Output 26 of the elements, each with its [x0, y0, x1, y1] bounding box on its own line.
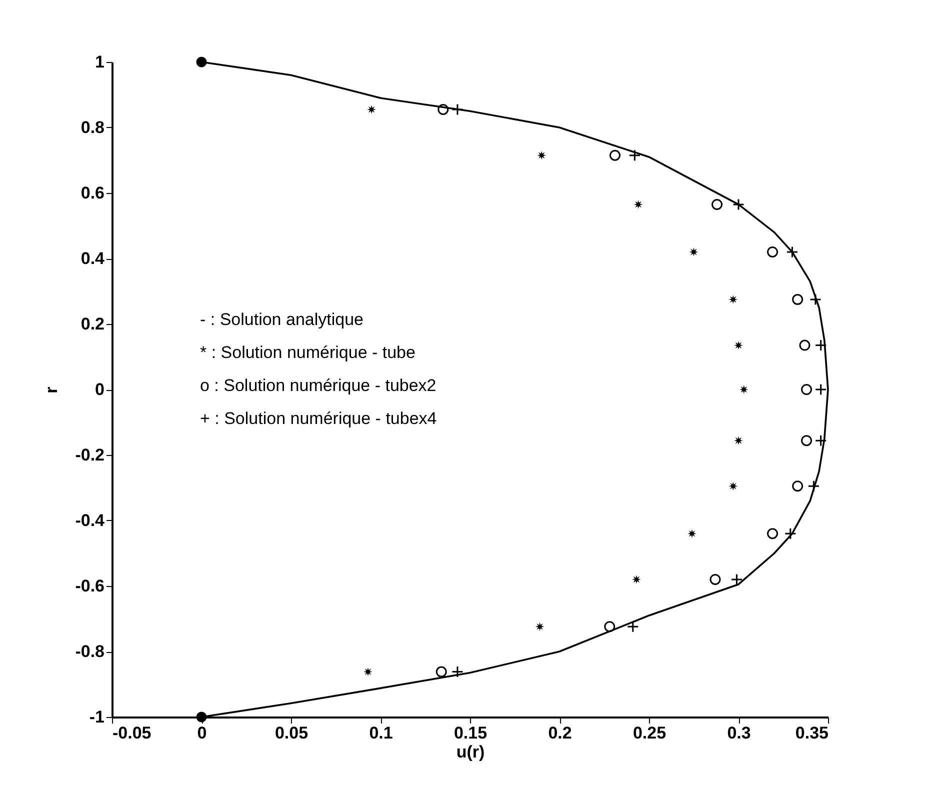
- x-tick-label: 0.05: [274, 724, 308, 742]
- x-tick-label: 0.15: [454, 724, 488, 742]
- x-tick-label: 0.35: [795, 724, 828, 742]
- annotation: * : Solution numérique - tube: [200, 343, 416, 362]
- y-tick-label: 0.4: [80, 249, 106, 268]
- y-tick-label: -1: [89, 708, 104, 726]
- y-tick-label: 0.8: [80, 118, 104, 137]
- y-tick-label: 0.2: [80, 314, 104, 334]
- y-axis-title: r: [42, 386, 62, 394]
- annotation: o : Solution numérique - tubex2: [200, 376, 436, 395]
- annotation: - : Solution analytique: [200, 310, 364, 329]
- x-tick-label: 0.25: [632, 724, 666, 742]
- y-tick-label: 1: [95, 52, 104, 72]
- y-tick-label: -0.4: [75, 511, 106, 530]
- y-tick-label: -0.6: [75, 576, 104, 596]
- y-tick-label: 0.6: [80, 184, 104, 202]
- x-tick-label: 0.3: [727, 724, 751, 742]
- annotation: + : Solution numérique - tubex4: [200, 409, 437, 428]
- y-tick-label: -0.2: [75, 446, 104, 464]
- y-tick-label: 0: [95, 380, 104, 399]
- x-tick-label: 0: [197, 724, 207, 742]
- x-tick-label: 0.1: [369, 724, 393, 742]
- x-axis-title: u(r): [456, 742, 485, 762]
- y-tick-label: -0.8: [75, 642, 104, 661]
- x-tick-label: -0.05: [112, 724, 152, 742]
- x-tick-label: 0.2: [548, 724, 572, 742]
